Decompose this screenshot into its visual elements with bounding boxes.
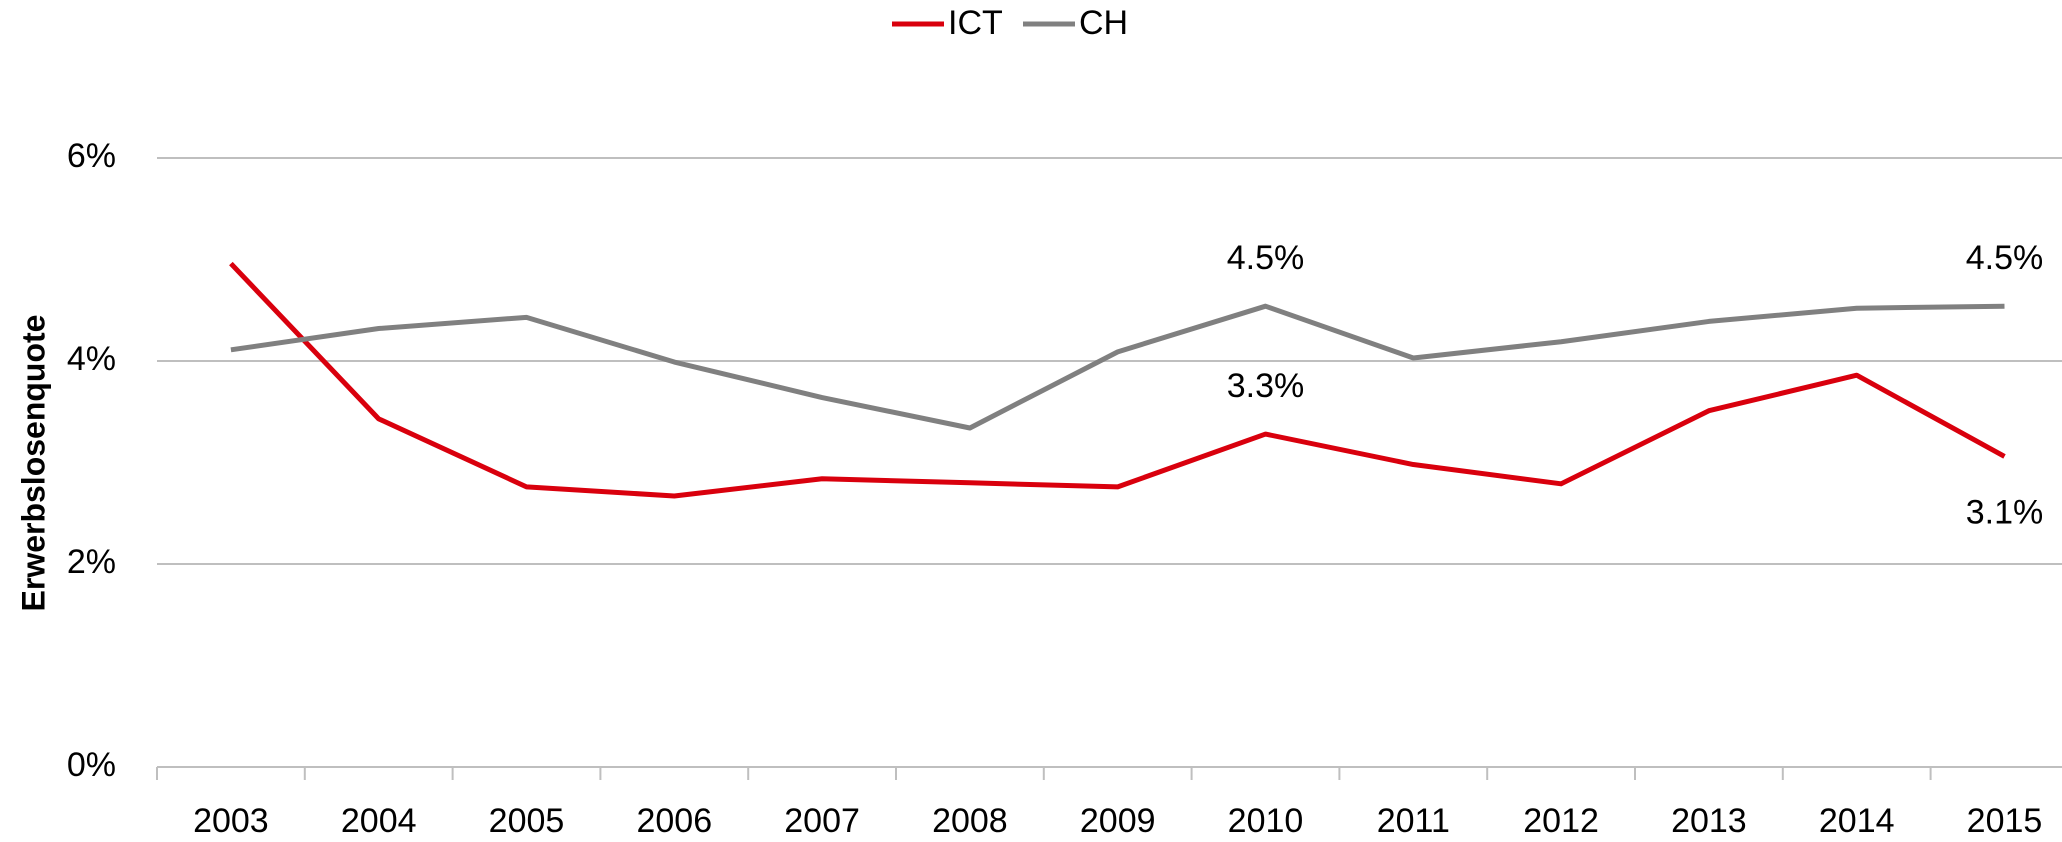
- data-label: 4.5%: [1227, 239, 1305, 277]
- x-tick-label: 2004: [341, 802, 417, 840]
- line-ict: [229, 261, 2006, 499]
- legend-label: CH: [1079, 4, 1128, 42]
- x-tick-label: 2008: [932, 802, 1008, 840]
- y-axis-label: Erwerbslosenquote: [15, 315, 51, 612]
- y-tick-label: 4%: [67, 340, 116, 378]
- data-label: 4.5%: [1966, 239, 2044, 277]
- x-tick-label: 2007: [784, 802, 860, 840]
- y-tick-label: 0%: [67, 746, 116, 784]
- x-tick-label: 2009: [1080, 802, 1156, 840]
- line-ch: [230, 303, 2005, 431]
- legend-label: ICT: [948, 4, 1003, 42]
- data-label: 3.3%: [1227, 367, 1305, 405]
- x-tick-label: 2005: [489, 802, 565, 840]
- y-tick-label: 2%: [67, 543, 116, 581]
- x-tick-label: 2015: [1967, 802, 2043, 840]
- x-tick-label: 2003: [193, 802, 269, 840]
- x-tick-label: 2013: [1671, 802, 1747, 840]
- y-tick-label: 6%: [67, 137, 116, 175]
- x-tick-label: 2012: [1523, 802, 1599, 840]
- data-label: 3.1%: [1966, 493, 2044, 531]
- x-tick-label: 2014: [1819, 802, 1895, 840]
- x-tick-label: 2006: [636, 802, 712, 840]
- x-tick-label: 2010: [1228, 802, 1304, 840]
- x-tick-label: 2011: [1377, 802, 1450, 840]
